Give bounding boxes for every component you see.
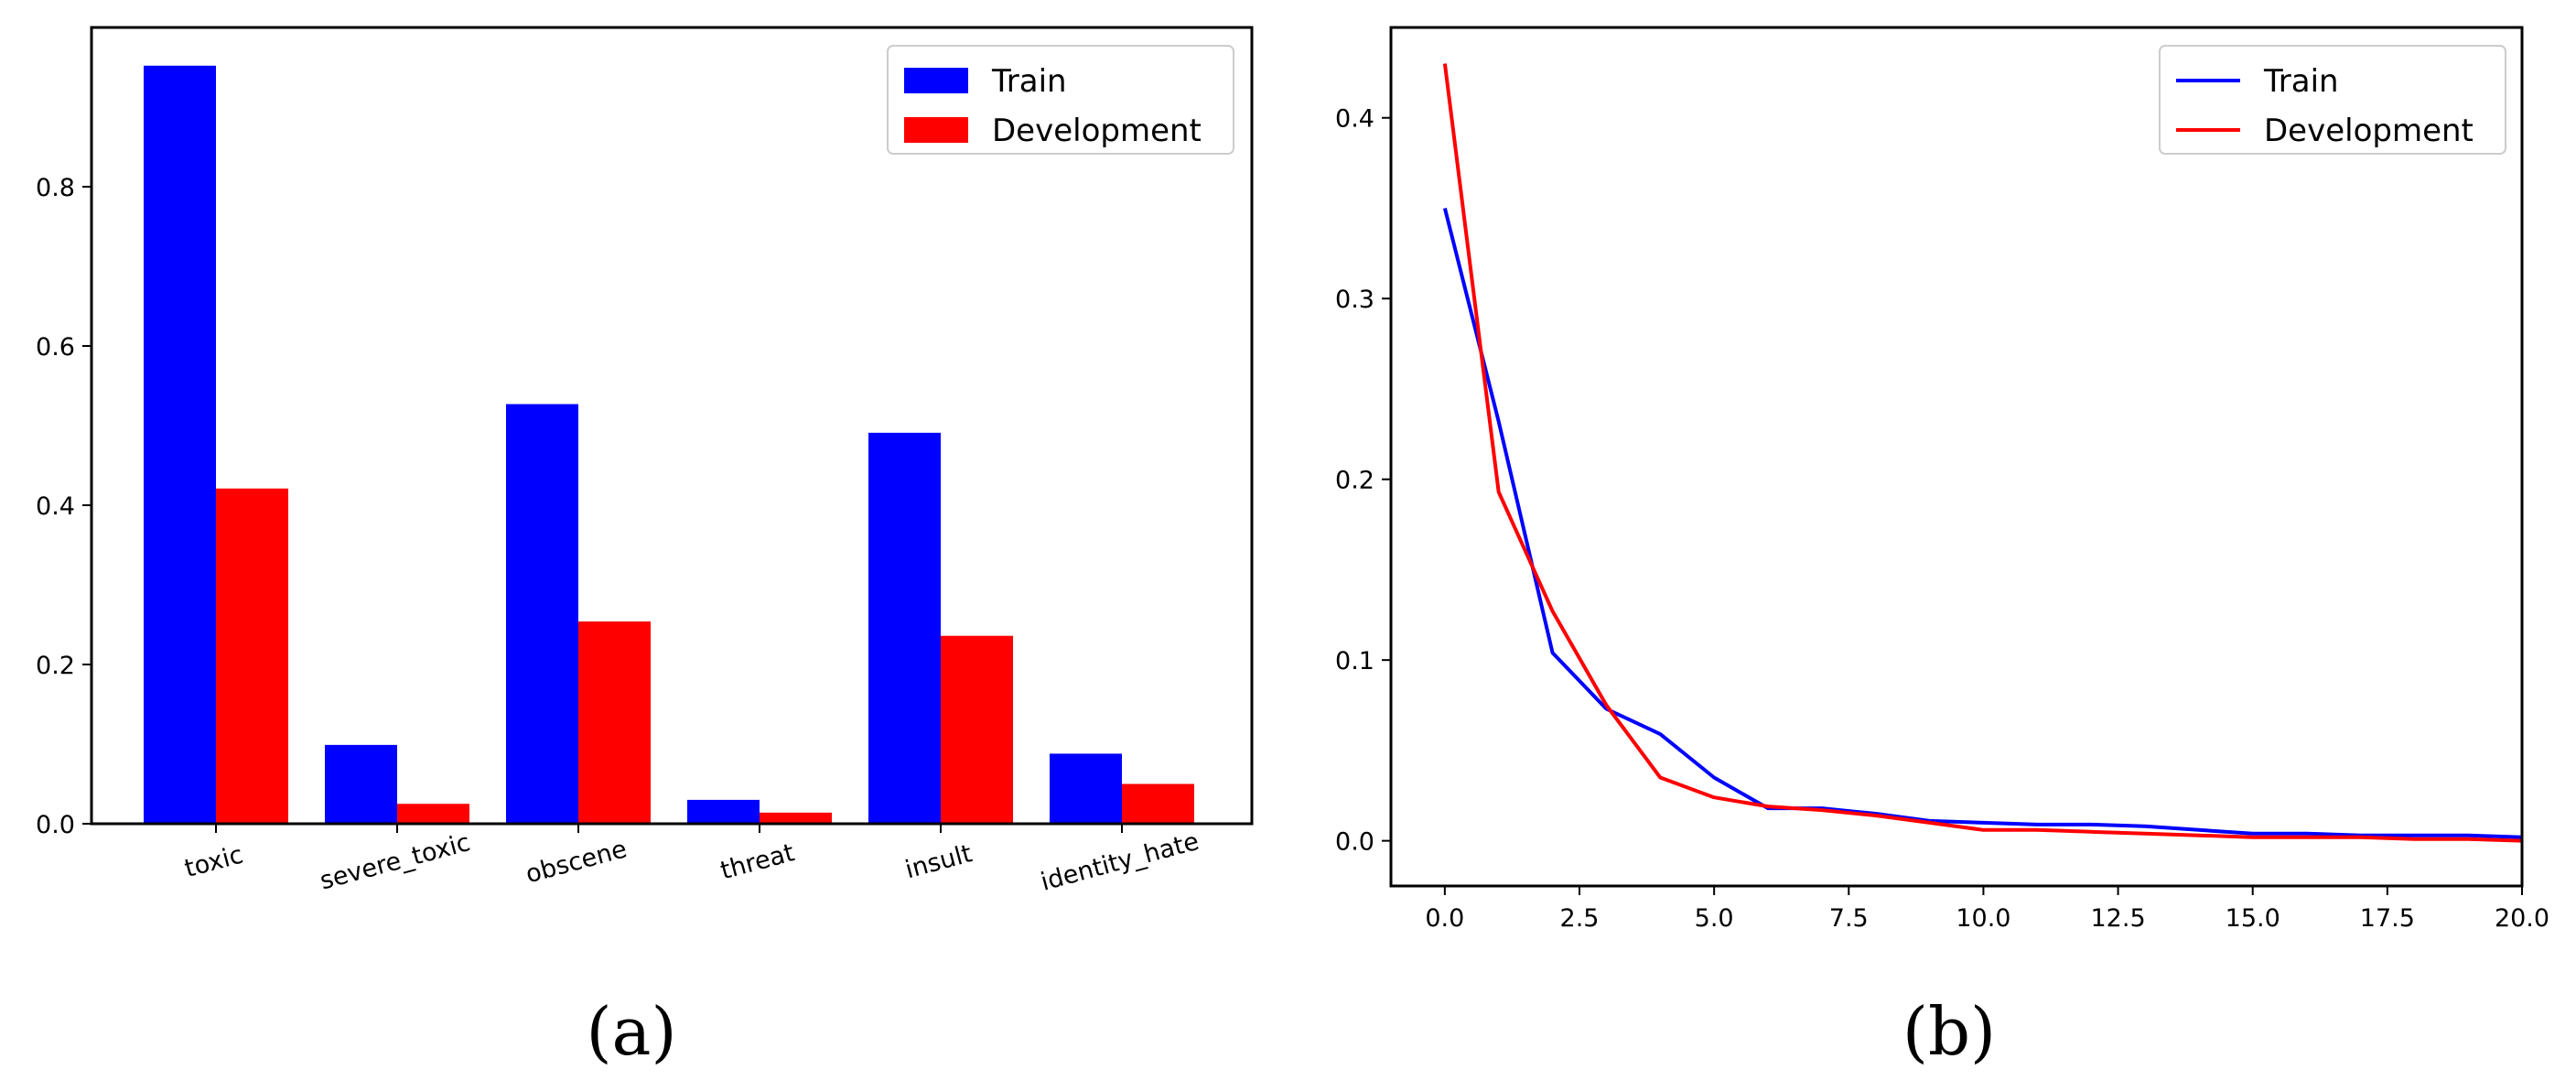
y-tick-label: 0.4	[1335, 105, 1374, 134]
legend-label-development: Development	[2264, 113, 2474, 149]
y-tick-label: 0.1	[1335, 647, 1374, 675]
y-tick-label: 0.8	[36, 174, 75, 202]
bar-train-insult	[868, 432, 941, 824]
bar-train-identity_hate	[1050, 753, 1122, 824]
x-tick-label-insult: insult	[902, 839, 975, 884]
x-tick-label: 12.5	[2091, 904, 2146, 933]
x-tick-label-obscene: obscene	[523, 835, 630, 889]
x-tick-label-threat: threat	[717, 838, 797, 885]
x-tick-label: 15.0	[2226, 904, 2280, 933]
bar-development-insult	[941, 635, 1013, 824]
x-tick-label-severe_toxic: severe_toxic	[317, 828, 473, 896]
x-tick-label: 7.5	[1829, 904, 1869, 933]
x-tick-label: 2.5	[1560, 904, 1600, 933]
legend-swatch-development	[904, 117, 968, 143]
x-tick-label-identity_hate: identity_hate	[1038, 827, 1202, 897]
bar-development-threat	[760, 812, 832, 824]
x-tick-label: 10.0	[1956, 904, 2010, 933]
bar-train-threat	[687, 799, 760, 824]
x-tick-label: 5.0	[1695, 904, 1734, 933]
bar-development-severe_toxic	[397, 804, 469, 824]
x-tick-label: 17.5	[2360, 904, 2415, 933]
caption-a: (a)	[586, 993, 676, 1070]
x-tick-label: 0.0	[1425, 904, 1464, 933]
bar-chart-panel: 0.0 0.2 0.4 0.6 0.8 toxic severe_toxic obscene t…	[36, 26, 1254, 897]
y-tick-label: 0.3	[1335, 286, 1374, 314]
y-tick-label: 0.0	[36, 811, 75, 839]
bar-train-severe_toxic	[325, 744, 397, 824]
plot-frame	[1389, 26, 2524, 888]
legend-swatch-train	[904, 68, 968, 93]
y-tick-label: 0.6	[36, 333, 75, 362]
line-chart-panel: 0.0 0.1 0.2 0.3 0.4 0.0 2.5 5.0 7.5 10.0 12.5 15.0 1…	[1335, 26, 2549, 933]
y-tick-label: 0.2	[36, 652, 75, 680]
bar-train-toxic	[144, 65, 216, 824]
bar-development-toxic	[216, 488, 288, 824]
bar-train-obscene	[506, 404, 578, 824]
y-tick-label: 0.4	[36, 492, 75, 521]
caption-b: (b)	[1902, 993, 1996, 1070]
plot-frame	[90, 26, 1254, 826]
legend-frame	[2159, 45, 2506, 155]
y-tick-label: 0.0	[1335, 828, 1374, 857]
x-tick-label: 20.0	[2495, 904, 2549, 933]
y-tick-label: 0.2	[1335, 467, 1374, 495]
x-tick-label-toxic: toxic	[182, 840, 246, 883]
bar-development-identity_hate	[1122, 783, 1194, 824]
line-series-development	[1442, 63, 2523, 843]
legend-label-train: Train	[991, 63, 1067, 100]
bar-development-obscene	[578, 621, 651, 824]
line-series-train	[1442, 208, 2523, 839]
legend-label-development: Development	[992, 113, 1202, 149]
legend-label-train: Train	[2263, 63, 2339, 100]
legend-frame	[887, 45, 1234, 155]
